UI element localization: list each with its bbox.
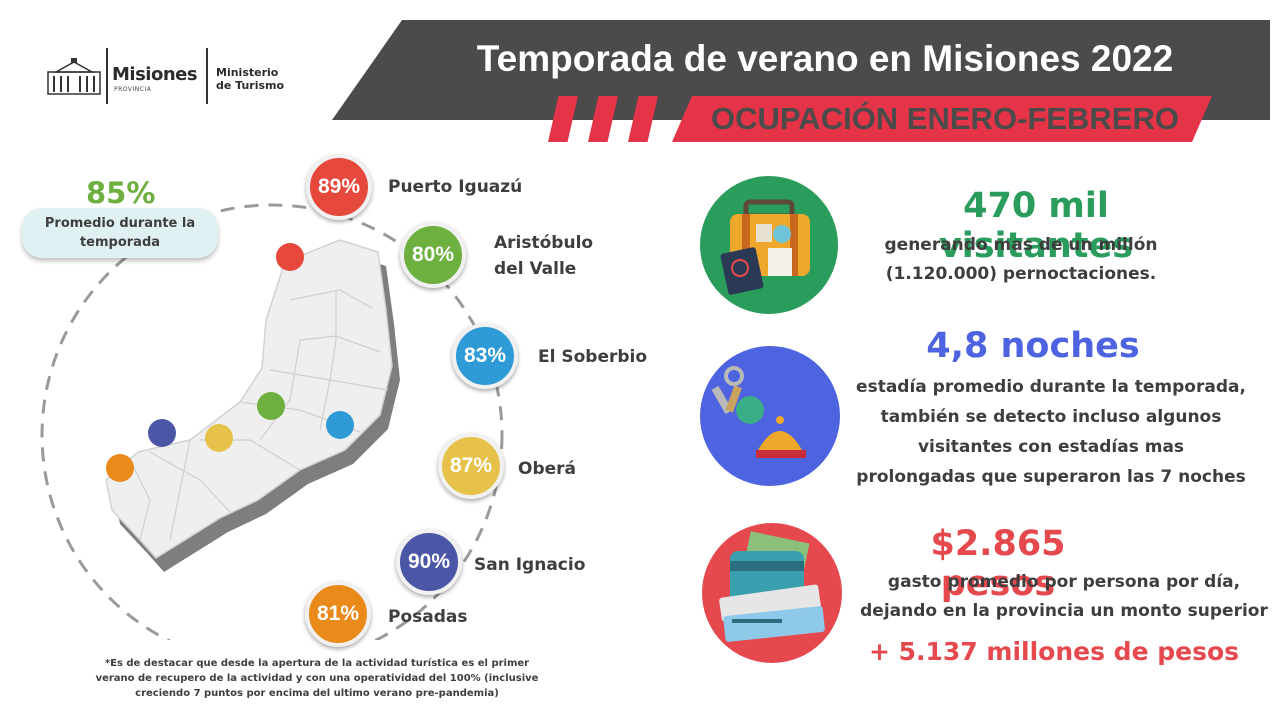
map-dot-obera xyxy=(205,424,233,452)
ministry-logo: Misiones PROVINCIA Ministerio de Turismo xyxy=(46,48,286,104)
map-dot-san-ignacio xyxy=(148,419,176,447)
stat-line: prolongadas que superaron las 7 noches xyxy=(856,467,1246,487)
page-subtitle: OCUPACIÓN ENERO-FEBRERO xyxy=(711,101,1179,136)
city-value-puerto-iguazu: 89% xyxy=(306,154,372,220)
stat-line: dejando en la provincia un monto superio… xyxy=(860,601,1268,621)
map-dot-el-soberbio xyxy=(326,411,354,439)
stat-body-spending: gasto promedio por persona por día, deja… xyxy=(854,568,1274,626)
stat-line: estadía promedio durante la temporada, xyxy=(856,377,1246,397)
stat-line: visitantes con estadías mas xyxy=(917,437,1185,457)
page-title: Temporada de verano en Misiones 2022 xyxy=(476,38,1174,79)
average-label: Promedio durante la temporada xyxy=(22,208,218,258)
ministry-line-2: de Turismo xyxy=(216,79,285,92)
city-label-aristobulo-del-valle: Aristóbulo del Valle xyxy=(494,233,594,279)
city-label-el-soberbio: El Soberbio xyxy=(538,347,648,367)
ministry-line-1: Ministerio xyxy=(216,66,279,79)
stat-body-nights: estadía promedio durante la temporada, t… xyxy=(848,372,1254,492)
stat-highlight-total: + 5.137 millones de pesos xyxy=(868,637,1240,666)
stat-headline-visitors: 470 mil visitantes xyxy=(938,186,1134,266)
misiones-map xyxy=(40,203,504,640)
logo-divider xyxy=(106,48,108,104)
logo-divider xyxy=(206,48,208,104)
city-value-aristobulo-del-valle: 80% xyxy=(400,222,466,288)
map-dot-aristobulo-del-valle xyxy=(257,392,285,420)
city-value-el-soberbio: 83% xyxy=(452,323,518,389)
city-value-obera: 87% xyxy=(438,433,504,499)
city-value-posadas: 81% xyxy=(305,581,371,647)
city-value-san-ignacio: 90% xyxy=(396,529,462,595)
wallet-tickets-icon xyxy=(702,523,842,663)
stat-body-visitors: generando mas de un millón (1.120.000) p… xyxy=(856,231,1186,289)
city-label-obera: Oberá xyxy=(518,459,577,479)
dashed-ring xyxy=(40,203,504,640)
stat-line: generando mas de un millón xyxy=(884,235,1158,255)
average-value: 85% xyxy=(86,176,156,210)
suitcase-icon xyxy=(700,176,838,314)
stat-headline-nights: 4,8 noches xyxy=(926,326,1140,366)
city-label-puerto-iguazu: Puerto Iguazú xyxy=(388,177,523,197)
city-label-posadas: Posadas xyxy=(388,607,468,627)
map-dot-puerto-iguazu xyxy=(276,243,304,271)
subtitle-banner xyxy=(672,96,1212,142)
map-dot-posadas xyxy=(106,454,134,482)
government-house-icon xyxy=(47,58,101,95)
city-label-san-ignacio: San Ignacio xyxy=(474,555,586,575)
logo-brand: Misiones xyxy=(112,64,198,85)
stat-line: gasto promedio por persona por día, xyxy=(887,572,1241,592)
stat-line: (1.120.000) pernoctaciones. xyxy=(885,264,1157,284)
province-outline xyxy=(105,239,393,559)
footnote: *Es de destacar que desde la apertura de… xyxy=(95,658,539,699)
logo-ministry: Ministerio de Turismo xyxy=(216,66,284,92)
stat-line: también se detecto incluso algunos xyxy=(880,407,1222,427)
stat-headline-spending: $2.865 pesos xyxy=(930,524,1066,604)
logo-province: PROVINCIA xyxy=(114,86,152,93)
keys-bell-icon xyxy=(700,346,840,486)
